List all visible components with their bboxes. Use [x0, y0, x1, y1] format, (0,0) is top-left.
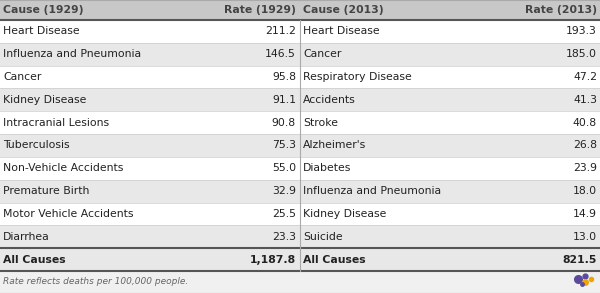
Bar — [0, 271, 600, 293]
Text: Accidents: Accidents — [303, 95, 356, 105]
Text: Alzheimer's: Alzheimer's — [303, 141, 366, 151]
Text: 821.5: 821.5 — [563, 255, 597, 265]
Text: Heart Disease: Heart Disease — [3, 26, 80, 36]
Text: Diarrhea: Diarrhea — [3, 232, 50, 242]
Text: 47.2: 47.2 — [573, 72, 597, 82]
Bar — [0, 111, 600, 134]
Text: Rate (2013): Rate (2013) — [525, 5, 597, 15]
Text: Cancer: Cancer — [3, 72, 41, 82]
Text: All Causes: All Causes — [303, 255, 365, 265]
Text: Respiratory Disease: Respiratory Disease — [303, 72, 412, 82]
Text: Intracranial Lesions: Intracranial Lesions — [3, 118, 109, 128]
Text: All Causes: All Causes — [3, 255, 65, 265]
Text: 41.3: 41.3 — [573, 95, 597, 105]
Text: Suicide: Suicide — [303, 232, 343, 242]
Bar — [0, 134, 600, 157]
Bar — [0, 66, 600, 88]
Text: 23.9: 23.9 — [573, 163, 597, 173]
Text: Stroke: Stroke — [303, 118, 338, 128]
Text: 146.5: 146.5 — [265, 49, 296, 59]
Text: 14.9: 14.9 — [573, 209, 597, 219]
Text: 90.8: 90.8 — [272, 118, 296, 128]
Text: 185.0: 185.0 — [566, 49, 597, 59]
Text: Premature Birth: Premature Birth — [3, 186, 89, 196]
Text: Non-Vehicle Accidents: Non-Vehicle Accidents — [3, 163, 124, 173]
Text: 95.8: 95.8 — [272, 72, 296, 82]
Text: Influenza and Pneumonia: Influenza and Pneumonia — [303, 186, 441, 196]
Text: 32.9: 32.9 — [272, 186, 296, 196]
Text: 13.0: 13.0 — [573, 232, 597, 242]
Text: Rate (1929): Rate (1929) — [224, 5, 296, 15]
Text: Heart Disease: Heart Disease — [303, 26, 380, 36]
Bar — [0, 225, 600, 248]
Text: Tuberculosis: Tuberculosis — [3, 141, 70, 151]
Text: 23.3: 23.3 — [272, 232, 296, 242]
Text: 25.5: 25.5 — [272, 209, 296, 219]
Text: 26.8: 26.8 — [573, 141, 597, 151]
Text: Cause (2013): Cause (2013) — [303, 5, 383, 15]
Bar — [0, 180, 600, 202]
Bar — [0, 88, 600, 111]
Text: Cause (1929): Cause (1929) — [3, 5, 83, 15]
Bar — [0, 248, 600, 271]
Text: Diabetes: Diabetes — [303, 163, 352, 173]
Text: Rate reflects deaths per 100,000 people.: Rate reflects deaths per 100,000 people. — [3, 277, 188, 287]
Text: 211.2: 211.2 — [265, 26, 296, 36]
Bar — [0, 43, 600, 66]
Text: Kidney Disease: Kidney Disease — [303, 209, 386, 219]
Text: Kidney Disease: Kidney Disease — [3, 95, 86, 105]
Text: Cancer: Cancer — [303, 49, 341, 59]
Text: Influenza and Pneumonia: Influenza and Pneumonia — [3, 49, 141, 59]
Text: 18.0: 18.0 — [573, 186, 597, 196]
Bar — [0, 157, 600, 180]
Text: 55.0: 55.0 — [272, 163, 296, 173]
Bar — [0, 20, 600, 43]
Text: 91.1: 91.1 — [272, 95, 296, 105]
Text: 75.3: 75.3 — [272, 141, 296, 151]
Bar — [0, 0, 600, 20]
Text: 193.3: 193.3 — [566, 26, 597, 36]
Text: 40.8: 40.8 — [573, 118, 597, 128]
Text: Motor Vehicle Accidents: Motor Vehicle Accidents — [3, 209, 133, 219]
Text: 1,187.8: 1,187.8 — [250, 255, 296, 265]
Bar — [0, 202, 600, 225]
